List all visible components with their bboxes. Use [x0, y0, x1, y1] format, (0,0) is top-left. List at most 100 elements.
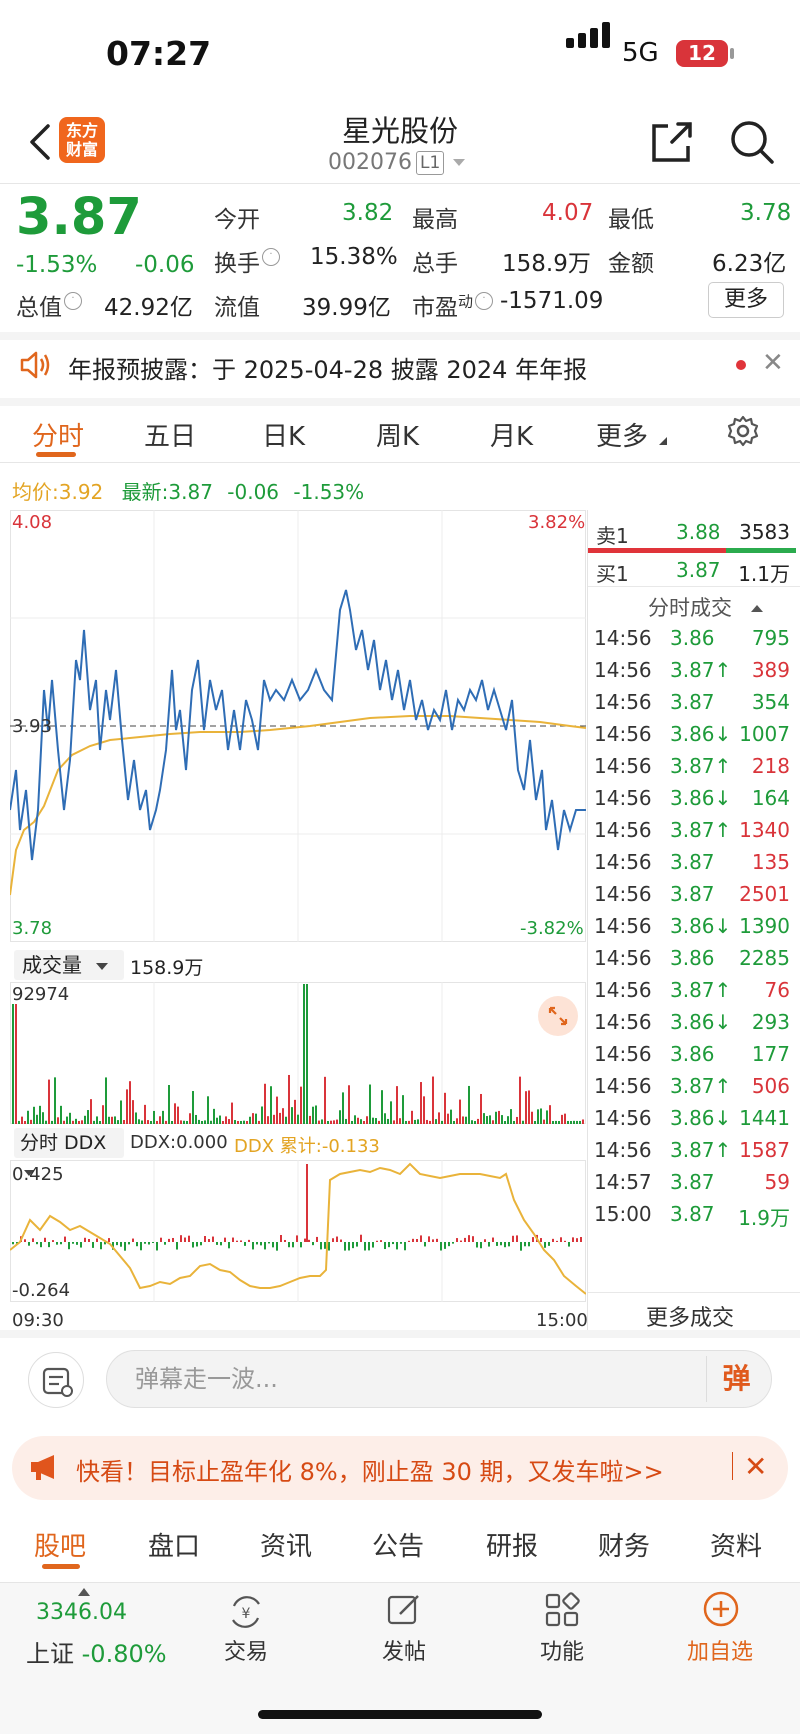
volume-bar: [363, 1120, 365, 1124]
ddx-bar: [204, 1236, 206, 1242]
dropdown-icon[interactable]: [452, 158, 466, 168]
volume-bar: [516, 1116, 518, 1124]
intraday-legend: 均价:3.92 最新:3.87 -0.06 -1.53%: [12, 480, 365, 504]
add-watch-icon[interactable]: [702, 1590, 740, 1628]
post-icon[interactable]: [386, 1592, 422, 1628]
index-value[interactable]: 3346.04: [36, 1600, 127, 1625]
notice-text[interactable]: 年报预披露：于 2025-04-28 披露 2024 年年报: [68, 356, 588, 384]
danmu-button[interactable]: 弹: [706, 1356, 766, 1402]
volume-bar: [480, 1093, 482, 1124]
volume-bar: [225, 1116, 227, 1124]
ddx-bar: [456, 1238, 458, 1242]
volume-bar: [519, 1076, 521, 1124]
danmu-input[interactable]: 弹幕走一波...: [106, 1350, 772, 1408]
trade-time: 14:56: [594, 786, 652, 810]
volume-bar: [330, 1120, 332, 1124]
tab-weekly[interactable]: 周K: [376, 422, 420, 452]
tab-more[interactable]: 更多: [596, 422, 649, 452]
tab-monthly[interactable]: 月K: [490, 422, 534, 452]
trade-time: 14:56: [594, 658, 652, 682]
ddx-selector[interactable]: 分时 DDX: [14, 1128, 124, 1176]
volume-bar: [288, 1074, 290, 1124]
volume-bar: [219, 1115, 221, 1124]
trade-time: 14:56: [594, 850, 652, 874]
ddx-bar: [76, 1242, 78, 1245]
volume-bar: [42, 1112, 44, 1124]
ddx-bar: [404, 1242, 406, 1251]
volume-bar: [264, 1083, 266, 1124]
ddx-bar: [48, 1242, 50, 1248]
nav-add-watch[interactable]: 加自选: [686, 1640, 753, 1665]
tab-profile[interactable]: 资料: [710, 1532, 763, 1562]
functions-icon[interactable]: [544, 1592, 580, 1628]
trade-volume: 795: [751, 626, 790, 650]
volume-bar: [57, 1117, 59, 1124]
back-icon[interactable]: [26, 122, 56, 162]
search-icon[interactable]: [728, 118, 776, 166]
volume-bar: [570, 1120, 572, 1124]
volume-bar: [60, 1105, 62, 1124]
volume-bar: [438, 1112, 440, 1124]
tab-handicap[interactable]: 盘口: [148, 1532, 201, 1562]
volume-bar: [378, 1120, 380, 1124]
promo-text[interactable]: 快看！目标止盈年化 8%，刚止盈 30 期，又发车啦>>: [76, 1458, 664, 1486]
expand-icon[interactable]: [538, 996, 578, 1036]
tab-announcements[interactable]: 公告: [372, 1532, 425, 1562]
promo-banner[interactable]: [12, 1436, 788, 1500]
close-icon[interactable]: ✕: [744, 1450, 768, 1483]
ddx-bar: [380, 1240, 382, 1242]
volume-bar: [171, 1120, 173, 1124]
ddx-bar: [476, 1242, 478, 1248]
trade-price: 3.87: [670, 850, 715, 874]
tab-research[interactable]: 研报: [486, 1532, 539, 1562]
ddx-bar: [306, 1164, 308, 1242]
volume-bar: [435, 1119, 437, 1124]
pe-value: -1571.09: [500, 288, 604, 314]
volume-bar: [447, 1113, 449, 1124]
volume-selector[interactable]: 成交量: [14, 950, 124, 980]
ddx-bar: [448, 1242, 450, 1247]
trades-title[interactable]: 分时成交: [648, 592, 763, 622]
price-chart[interactable]: [10, 510, 586, 942]
level-badge[interactable]: L1: [416, 151, 445, 175]
volume-bar: [429, 1120, 431, 1124]
trade-volume: 506: [751, 1074, 790, 1098]
volume-bar: [252, 1113, 254, 1124]
volume-chart[interactable]: [10, 982, 586, 1124]
ddx-bar: [308, 1239, 310, 1242]
volume-max-label: 92974: [12, 984, 70, 1005]
avg-price-line: [10, 715, 586, 896]
volume-bar: [105, 1077, 107, 1124]
ddx-bar: [92, 1242, 94, 1248]
ddx-bar: [412, 1238, 414, 1242]
volume-bar: [339, 1110, 341, 1124]
tab-forum[interactable]: 股吧: [34, 1532, 87, 1562]
share-icon[interactable]: [648, 118, 696, 166]
index-summary[interactable]: 上证 -0.80%: [26, 1640, 167, 1668]
volume-bar: [369, 1084, 371, 1124]
ddx-chart[interactable]: [10, 1160, 586, 1302]
trade-icon[interactable]: ¥: [226, 1594, 266, 1630]
tab-5day[interactable]: 五日: [144, 422, 197, 452]
nav-functions[interactable]: 功能: [539, 1640, 584, 1665]
more-button[interactable]: 更多: [708, 282, 784, 318]
nav-post[interactable]: 发帖: [381, 1640, 426, 1665]
close-icon[interactable]: ✕: [762, 348, 784, 378]
ddx-bar: [436, 1238, 438, 1242]
settings-icon[interactable]: [726, 414, 760, 448]
tab-finance[interactable]: 财务: [598, 1532, 651, 1562]
comment-list-icon[interactable]: [28, 1352, 84, 1408]
tab-daily[interactable]: 日K: [262, 422, 306, 452]
volume-bar: [123, 1120, 125, 1124]
ddx-bar: [444, 1242, 446, 1249]
volume-bar: [96, 1116, 98, 1124]
volume-total: 158.9万: [130, 957, 204, 979]
more-trades-button[interactable]: 更多成交: [646, 1306, 735, 1331]
volume-bar: [534, 1120, 536, 1124]
tab-intraday[interactable]: 分时: [32, 422, 85, 452]
ddx-bar: [388, 1242, 390, 1248]
volume-bar: [423, 1096, 425, 1124]
nav-trade[interactable]: 交易: [223, 1640, 268, 1665]
tab-news[interactable]: 资讯: [260, 1532, 313, 1562]
volume-bar: [165, 1120, 167, 1124]
